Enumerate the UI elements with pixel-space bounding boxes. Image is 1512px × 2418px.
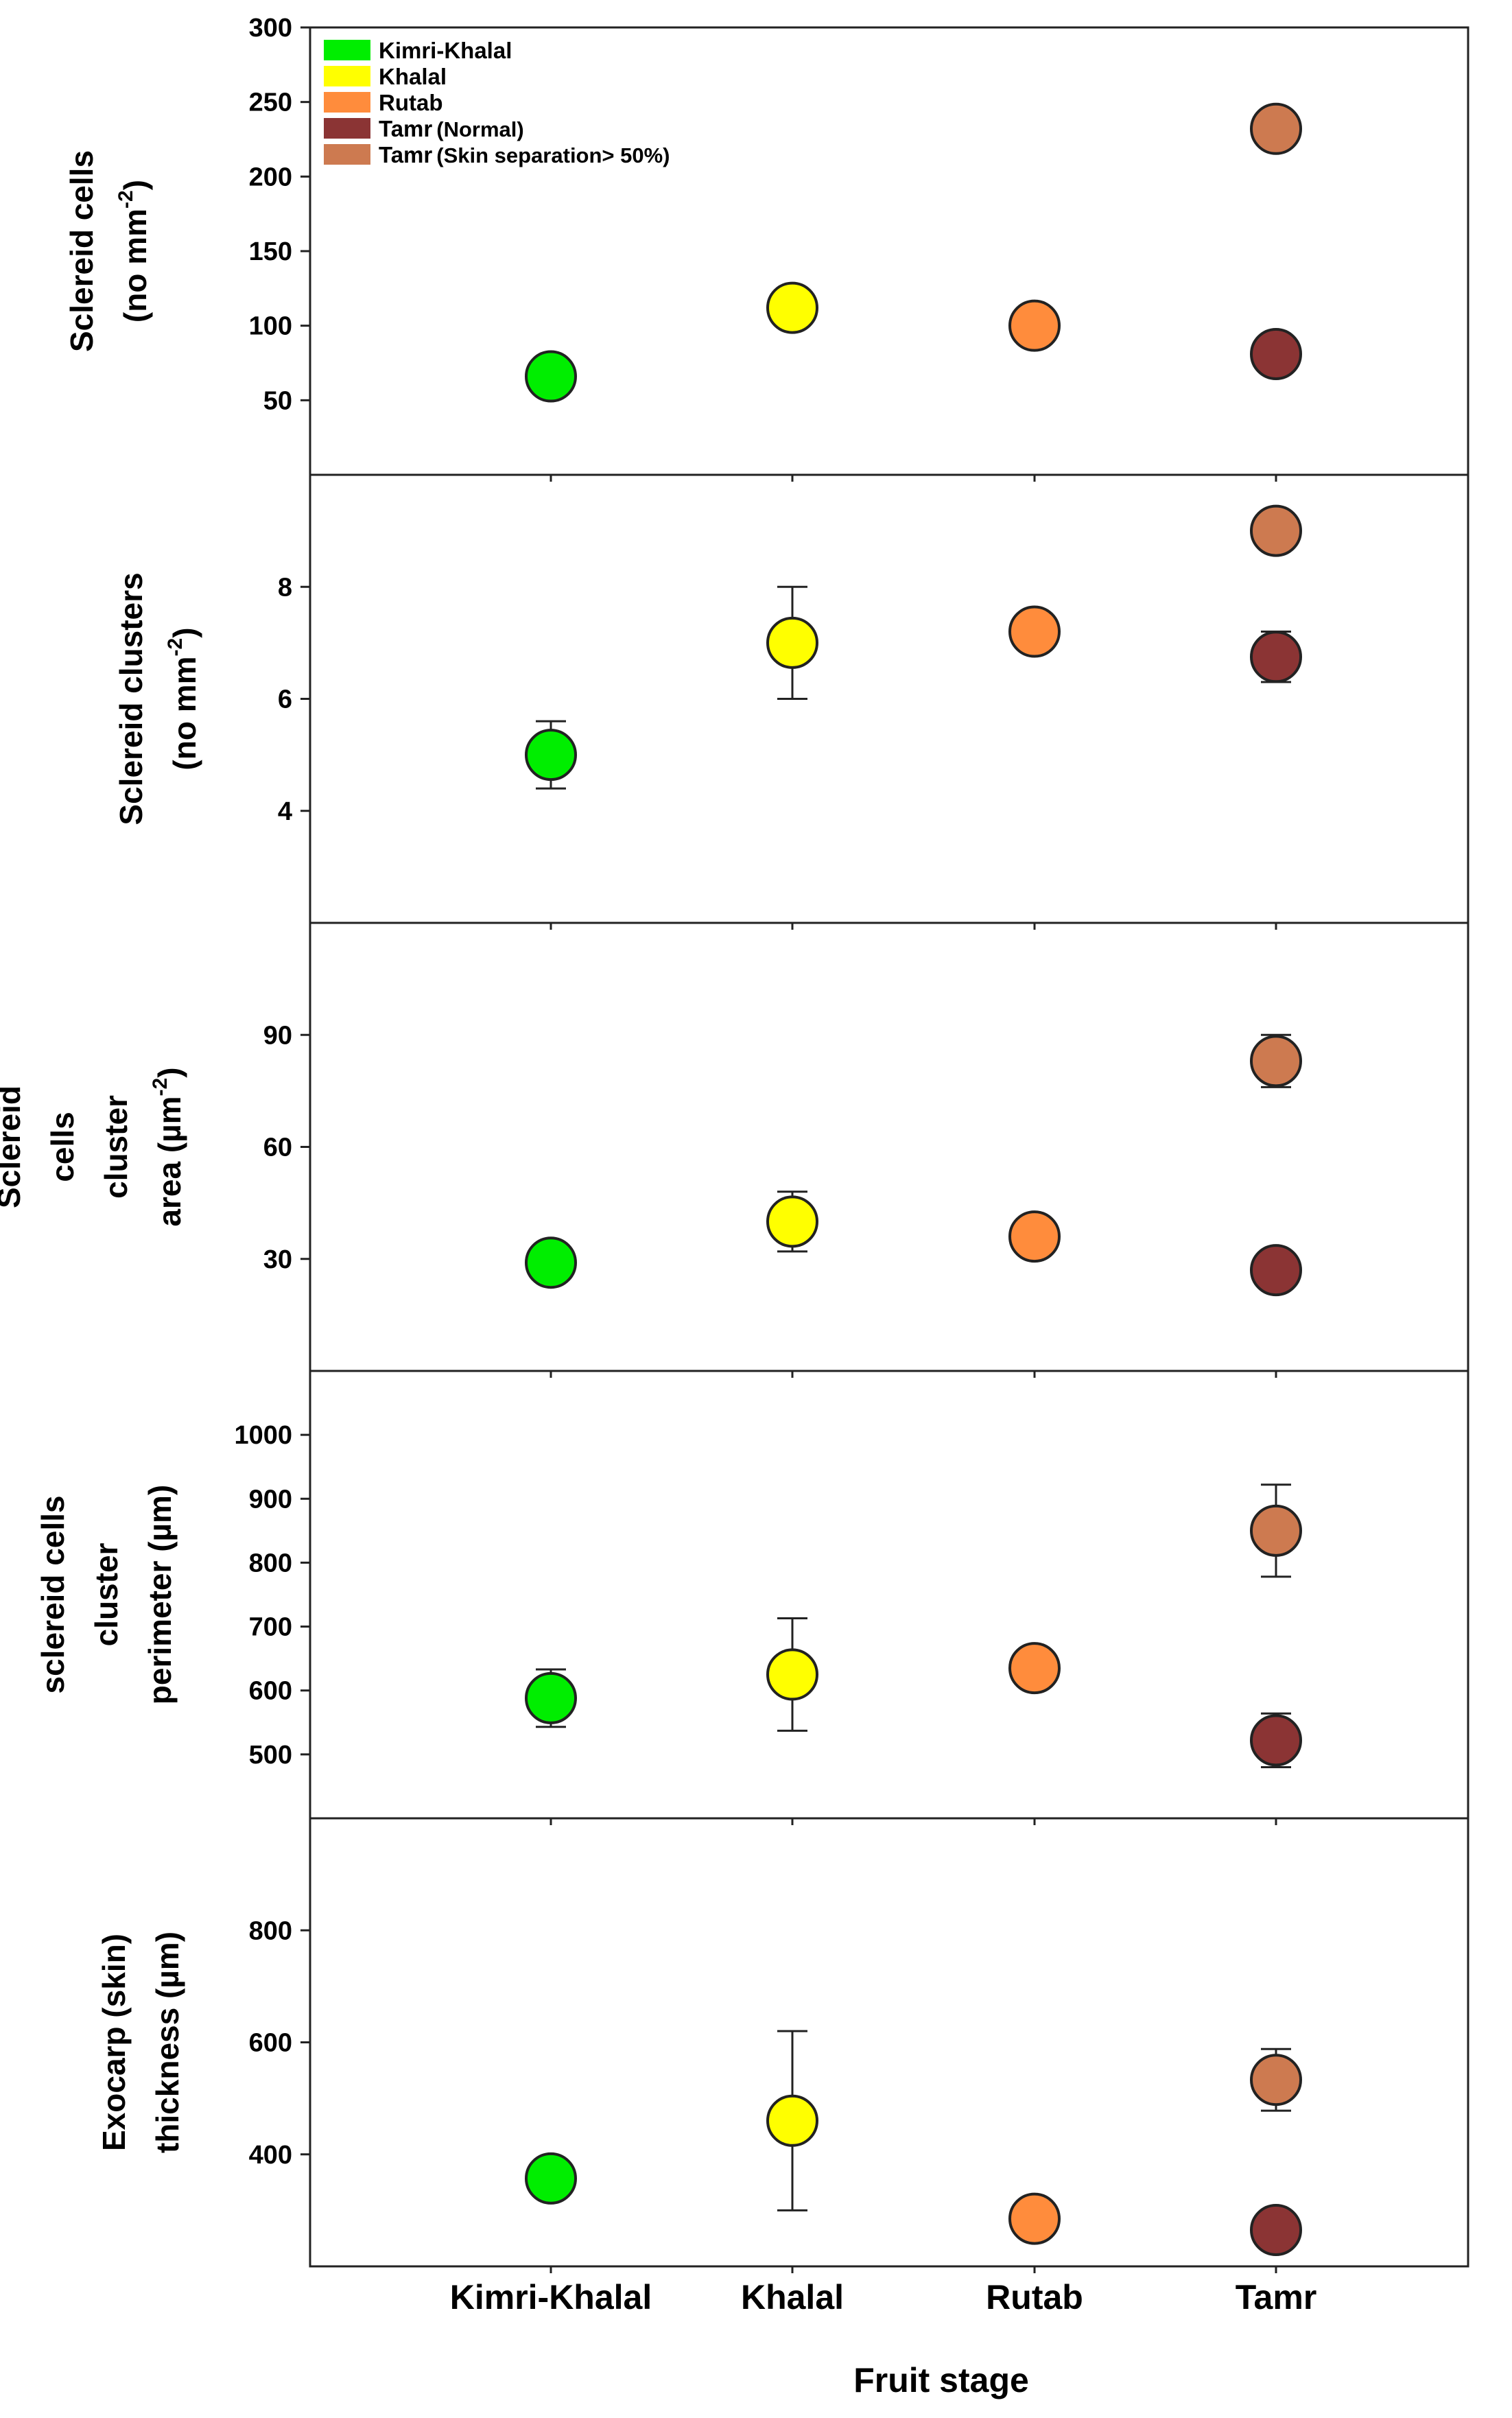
data-point — [1250, 1035, 1302, 1088]
legend-swatch — [324, 92, 370, 113]
y-axis-title: Sclereid cells cluster area (µm-2) — [0, 1067, 187, 1226]
y-axis-title: Exocarp (skin) thickness (µm) — [96, 1932, 185, 2153]
panel-frame — [309, 26, 1469, 476]
legend-item: Tamr (Normal) — [324, 116, 524, 141]
data-point — [525, 1671, 577, 1724]
y-axis-title-line: Sclereid — [0, 1085, 27, 1208]
y-axis-title-line: cells — [45, 1112, 80, 1182]
legend-item: Khalal — [324, 64, 447, 89]
data-point — [1250, 1714, 1302, 1767]
y-tick-label: 8 — [278, 573, 292, 602]
panel-3: 30 60 90 Sclereid cells cluster area (µm-2) — [0, 922, 1469, 1378]
y-axis-title-line: perimeter (µm) — [142, 1485, 178, 1704]
panel-4: 500 600 700 800 900 1000 sclereid cells cluster… — [35, 1370, 1469, 1825]
y-tick-label: 700 — [249, 1613, 292, 1642]
legend-swatch — [324, 118, 370, 139]
y-axis-title-line: (no mm-2) — [164, 627, 202, 770]
y-tick-label: 50 — [263, 386, 292, 415]
x-axis-title: Fruit stage — [853, 2361, 1029, 2399]
data-point — [1250, 2054, 1302, 2106]
y-tick-label: 4 — [278, 797, 292, 826]
y-tick-label: 1000 — [234, 1421, 292, 1450]
y-axis-title-line: (no mm-2) — [115, 180, 153, 322]
y-axis-title-line: cluster — [98, 1095, 134, 1199]
y-axis-title-line: cluster — [88, 1542, 124, 1646]
y-tick-label: 100 — [249, 312, 292, 341]
y-tick-label: 800 — [249, 1916, 292, 1945]
data-point — [525, 1236, 577, 1289]
data-point — [1250, 1244, 1302, 1297]
legend-swatch — [324, 66, 370, 86]
legend-item: Kimri-Khalal — [324, 38, 512, 63]
panel-1: 50 100 150 200 250 300 Sclereid cells (no mm-2) — [64, 14, 1469, 482]
y-tick-label: 30 — [263, 1245, 292, 1274]
data-point — [1008, 299, 1061, 352]
y-axis-title-line: Exocarp (skin) — [96, 1934, 132, 2151]
data-point — [766, 1195, 818, 1248]
x-category-labels: Kimri-Khalal Khalal Rutab Tamr — [450, 2278, 1317, 2316]
y-axis-title: sclereid cells cluster perimeter (µm) — [35, 1485, 178, 1704]
legend-label: Khalal — [379, 64, 447, 89]
data-point — [1250, 504, 1302, 557]
y-tick-label: 600 — [249, 2029, 292, 2058]
data-point — [1008, 1210, 1061, 1263]
x-category-label: Rutab — [986, 2278, 1083, 2316]
y-axis-title-line: Sclereid cells — [64, 150, 99, 352]
data-point — [1250, 1504, 1302, 1557]
data-point — [1250, 102, 1302, 155]
y-axis-title-line: Sclereid clusters — [113, 572, 149, 825]
y-tick-label: 250 — [249, 89, 292, 117]
data-point — [525, 350, 577, 403]
legend-label: Tamr (Skin separation> 50%) — [379, 142, 670, 167]
legend-label: Rutab — [379, 90, 443, 115]
data-point — [1008, 2192, 1061, 2245]
legend-label: Tamr (Normal) — [379, 116, 524, 141]
legend-label: Kimri-Khalal — [379, 38, 512, 63]
data-point — [1008, 1642, 1061, 1695]
legend-item: Rutab — [324, 90, 443, 115]
y-axis-title-line: sclereid cells — [35, 1496, 71, 1694]
data-point — [1250, 631, 1302, 683]
data-point — [1250, 327, 1302, 380]
y-tick-label: 200 — [249, 163, 292, 191]
legend-item: Tamr (Skin separation> 50%) — [324, 142, 670, 167]
data-point — [766, 281, 818, 334]
y-axis-title-line: thickness (µm) — [150, 1932, 185, 2153]
y-tick-label: 6 — [278, 685, 292, 714]
data-point — [766, 2094, 818, 2147]
legend-swatch — [324, 40, 370, 60]
x-category-label: Khalal — [741, 2278, 844, 2316]
data-point — [766, 616, 818, 669]
x-category-label: Tamr — [1236, 2278, 1317, 2316]
y-axis-title-line: area (µm-2) — [149, 1067, 187, 1226]
panel-frame — [309, 1817, 1469, 2268]
data-point — [766, 1648, 818, 1701]
data-point — [525, 2152, 577, 2205]
y-axis-title: Sclereid cells (no mm-2) — [64, 150, 153, 352]
panel-frame — [309, 922, 1469, 1372]
data-point — [1008, 605, 1061, 658]
data-point — [525, 729, 577, 782]
y-tick-label: 300 — [249, 14, 292, 43]
data-point — [1250, 2203, 1302, 2256]
y-tick-label: 60 — [263, 1134, 292, 1162]
y-tick-label: 90 — [263, 1021, 292, 1050]
y-tick-label: 150 — [249, 237, 292, 266]
panels: 50 100 150 200 250 300 Sclereid cells (no mm-2)… — [0, 14, 1469, 2273]
y-tick-label: 500 — [249, 1741, 292, 1770]
x-category-label: Kimri-Khalal — [450, 2278, 652, 2316]
y-tick-label: 400 — [249, 2141, 292, 2170]
y-tick-label: 900 — [249, 1485, 292, 1514]
y-tick-label: 800 — [249, 1549, 292, 1577]
y-tick-label: 600 — [249, 1677, 292, 1706]
panel-2: 4 6 8 Sclereid clusters (no mm-2) — [113, 473, 1469, 930]
legend-swatch — [324, 144, 370, 165]
panel-5: 400 600 800 Exocarp (skin) thickness (µm) — [96, 1817, 1469, 2273]
y-axis-title: Sclereid clusters (no mm-2) — [113, 572, 202, 825]
